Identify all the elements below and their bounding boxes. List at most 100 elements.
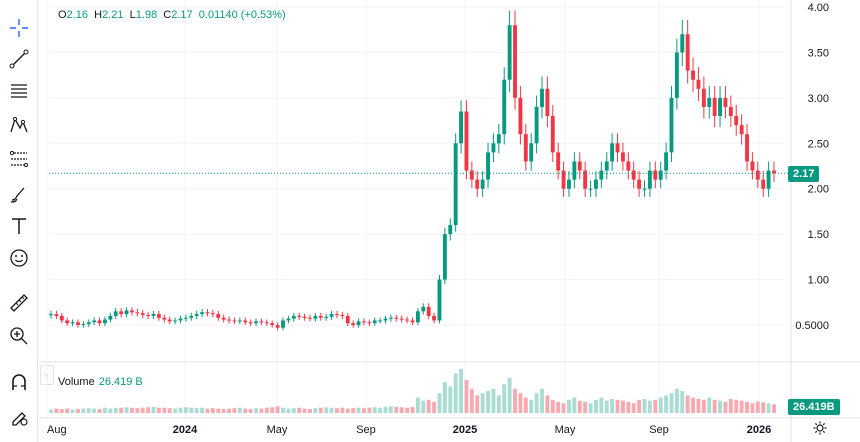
- ohlc-legend: O2.16 H2.21 L1.98 C2.17 0.01140 (+0.53%): [58, 9, 286, 21]
- candle-body: [383, 318, 388, 321]
- volume-bar: [432, 402, 437, 413]
- y-tick-label: 2.50: [808, 138, 829, 150]
- candle-body: [162, 317, 167, 320]
- volume-bar: [281, 407, 285, 413]
- pattern-icon[interactable]: [5, 111, 33, 139]
- candle-body: [426, 306, 431, 316]
- candle-body: [701, 88, 706, 107]
- candle-body: [432, 315, 437, 321]
- candle-body: [437, 279, 442, 321]
- candle-body: [232, 320, 237, 322]
- candle-body: [356, 321, 361, 325]
- volume-bar: [286, 408, 291, 413]
- volume-bar: [755, 401, 760, 413]
- candle-body: [691, 70, 696, 80]
- volume-bar: [297, 407, 302, 413]
- y-tick-label: 0.5000: [795, 320, 829, 332]
- lock-drawing-icon[interactable]: [5, 402, 33, 430]
- volume-bar: [583, 402, 588, 413]
- volume-bar: [728, 398, 733, 413]
- volume-bar: [453, 373, 458, 413]
- volume-bar: [200, 407, 205, 413]
- candle-body: [286, 318, 291, 321]
- candle-body: [405, 319, 410, 321]
- volume-bar: [426, 399, 431, 413]
- volume-bar: [739, 400, 744, 413]
- brush-icon[interactable]: [5, 180, 33, 208]
- x-tick-label: May: [555, 424, 576, 436]
- volume-bar: [59, 409, 64, 413]
- volume-bar: [637, 399, 642, 413]
- volume-bar: [626, 402, 631, 413]
- volume-bar: [701, 399, 706, 413]
- x-tick-label: 2025: [453, 424, 477, 436]
- candle-body: [324, 316, 329, 318]
- volume-bar: [248, 409, 253, 413]
- y-tick-label: 4.00: [808, 2, 829, 14]
- magnet-icon[interactable]: [5, 368, 33, 396]
- volume-bar: [561, 403, 566, 413]
- candle-body: [351, 323, 356, 325]
- volume-bar: [313, 408, 318, 413]
- volume-bar: [76, 409, 80, 413]
- volume-bar: [70, 409, 75, 413]
- emoji-icon[interactable]: [5, 244, 33, 272]
- volume-bar: [54, 408, 59, 413]
- volume-bar: [421, 400, 426, 413]
- settings-gear-icon[interactable]: [812, 420, 828, 436]
- candle-body: [86, 322, 91, 325]
- crosshair-icon[interactable]: [5, 14, 33, 42]
- fib-icon[interactable]: [5, 145, 33, 173]
- trend-line-icon[interactable]: [5, 45, 33, 73]
- candle-body: [361, 321, 366, 323]
- candle-body: [367, 322, 372, 324]
- volume-bar: [750, 403, 755, 413]
- x-tick-label: Sep: [356, 424, 376, 436]
- candle-body: [281, 320, 285, 328]
- volume-bar: [658, 397, 663, 413]
- volume-bar: [86, 408, 91, 413]
- volume-bar: [227, 408, 231, 413]
- candle-body: [556, 152, 561, 171]
- text-icon[interactable]: [5, 212, 33, 240]
- y-tick-label: 1.50: [808, 229, 829, 241]
- volume-bar: [685, 395, 690, 413]
- volume-bar: [173, 408, 178, 413]
- candle-body: [453, 143, 458, 226]
- candle-body: [156, 314, 161, 318]
- volume-bar: [572, 397, 577, 413]
- candle-body: [502, 79, 507, 135]
- candle-body: [129, 310, 134, 313]
- candle-body: [183, 317, 188, 319]
- candle-body: [745, 134, 749, 162]
- horizontal-lines-icon[interactable]: [5, 77, 33, 105]
- price-chart[interactable]: 4.00 3.50 3.00 2.50 2.00 1.50 1.00 0.5000 Aug 202…: [39, 0, 860, 442]
- volume-bar: [308, 409, 312, 413]
- volume-bar: [49, 409, 53, 413]
- candle-body: [178, 318, 183, 321]
- volume-bar: [486, 391, 490, 413]
- ruler-icon[interactable]: [5, 289, 33, 317]
- candle-body: [167, 319, 172, 322]
- volume-bar: [631, 403, 636, 413]
- volume-bar: [291, 408, 296, 413]
- volume-bar: [647, 400, 652, 413]
- candle-body: [680, 34, 685, 53]
- volume-bar: [448, 386, 453, 413]
- y-tick-label: 3.50: [808, 47, 829, 59]
- candle-body: [291, 315, 296, 319]
- volume-bar: [388, 406, 393, 413]
- zoom-icon[interactable]: [5, 322, 33, 350]
- candle-body: [448, 225, 453, 235]
- high-value: 2.21: [102, 9, 124, 21]
- candle-body: [685, 34, 690, 71]
- volume-bar: [270, 407, 275, 413]
- candle-body: [718, 97, 722, 117]
- volume-bar: [529, 399, 534, 413]
- volume-bar: [599, 397, 604, 413]
- candle-body: [647, 170, 652, 189]
- candle-body: [313, 315, 318, 319]
- volume-bar: [146, 407, 151, 413]
- candle-body: [388, 317, 393, 319]
- candle-body: [372, 320, 377, 324]
